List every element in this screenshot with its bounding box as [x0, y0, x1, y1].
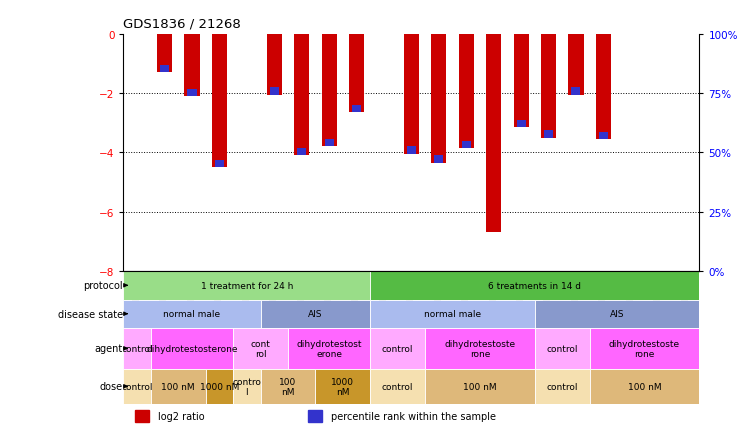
Bar — [599, 132, 608, 140]
Bar — [535, 300, 699, 328]
Bar — [123, 271, 370, 300]
Bar — [288, 328, 370, 369]
Bar — [589, 328, 699, 369]
Text: percentile rank within the sample: percentile rank within the sample — [331, 411, 496, 421]
Text: control: control — [121, 382, 153, 391]
Bar — [544, 131, 553, 138]
Text: 100
nM: 100 nM — [279, 377, 297, 396]
Text: 1000
nM: 1000 nM — [331, 377, 355, 396]
Text: agent: agent — [94, 344, 123, 354]
Bar — [185, 35, 200, 97]
Text: 1000 nM: 1000 nM — [200, 382, 239, 391]
Text: 100 nM: 100 nM — [628, 382, 661, 391]
Text: log2 ratio: log2 ratio — [158, 411, 205, 421]
Bar — [568, 35, 583, 95]
Bar — [123, 369, 151, 404]
Bar — [407, 147, 416, 155]
Bar — [462, 141, 470, 148]
Text: 1 treatment for 24 h: 1 treatment for 24 h — [200, 281, 293, 290]
Text: dihydrotestost
erone: dihydrotestost erone — [296, 339, 362, 358]
Bar — [425, 328, 535, 369]
Text: GDS1836 / 21268: GDS1836 / 21268 — [123, 17, 241, 30]
Bar — [514, 35, 529, 128]
Bar — [206, 369, 233, 404]
Bar — [233, 369, 260, 404]
Bar — [270, 88, 279, 95]
Bar — [160, 66, 169, 73]
Bar — [325, 140, 334, 147]
Text: AIS: AIS — [308, 309, 322, 319]
Text: control: control — [547, 382, 578, 391]
Text: 100 nM: 100 nM — [162, 382, 195, 391]
Bar — [541, 35, 556, 138]
Bar — [151, 369, 206, 404]
Text: control: control — [547, 344, 578, 353]
Bar — [435, 156, 444, 164]
Bar — [571, 88, 580, 95]
Text: disease state: disease state — [58, 309, 123, 319]
Bar — [316, 369, 370, 404]
Bar — [370, 369, 425, 404]
Bar — [260, 369, 316, 404]
Bar — [260, 300, 370, 328]
Bar — [589, 369, 699, 404]
Bar — [404, 35, 419, 155]
Bar — [349, 35, 364, 113]
Bar — [123, 328, 151, 369]
Bar — [425, 369, 535, 404]
Bar — [535, 328, 589, 369]
Bar — [535, 369, 589, 404]
Text: contro
l: contro l — [233, 377, 261, 396]
Bar — [596, 35, 611, 140]
Bar — [352, 106, 361, 113]
Bar — [432, 35, 447, 164]
Bar — [215, 161, 224, 168]
Bar — [370, 328, 425, 369]
Text: dihydrotestoste
rone: dihydrotestoste rone — [609, 339, 680, 358]
Text: 100 nM: 100 nM — [463, 382, 497, 391]
Bar — [322, 35, 337, 147]
Bar — [294, 35, 309, 156]
Bar — [517, 121, 526, 128]
Bar — [123, 300, 260, 328]
Text: dihydrotestosterone: dihydrotestosterone — [147, 344, 238, 353]
Text: dose: dose — [99, 381, 123, 391]
Text: 6 treatments in 14 d: 6 treatments in 14 d — [488, 281, 581, 290]
Text: normal male: normal male — [163, 309, 221, 319]
Bar — [151, 328, 233, 369]
Bar — [157, 35, 172, 73]
Bar — [233, 328, 288, 369]
Bar — [370, 300, 535, 328]
Bar — [267, 35, 282, 95]
Bar — [212, 35, 227, 168]
Bar — [486, 35, 501, 233]
Bar — [370, 271, 699, 300]
Bar — [297, 148, 306, 156]
Bar — [188, 89, 197, 97]
Text: normal male: normal male — [424, 309, 481, 319]
Text: cont
rol: cont rol — [251, 339, 271, 358]
Text: protocol: protocol — [83, 281, 123, 291]
Text: control: control — [121, 344, 153, 353]
Text: control: control — [382, 344, 414, 353]
Bar — [135, 411, 150, 422]
Text: dihydrotestoste
rone: dihydrotestoste rone — [444, 339, 515, 358]
Bar — [307, 411, 322, 422]
Text: AIS: AIS — [610, 309, 625, 319]
Bar — [459, 35, 473, 148]
Text: control: control — [382, 382, 414, 391]
